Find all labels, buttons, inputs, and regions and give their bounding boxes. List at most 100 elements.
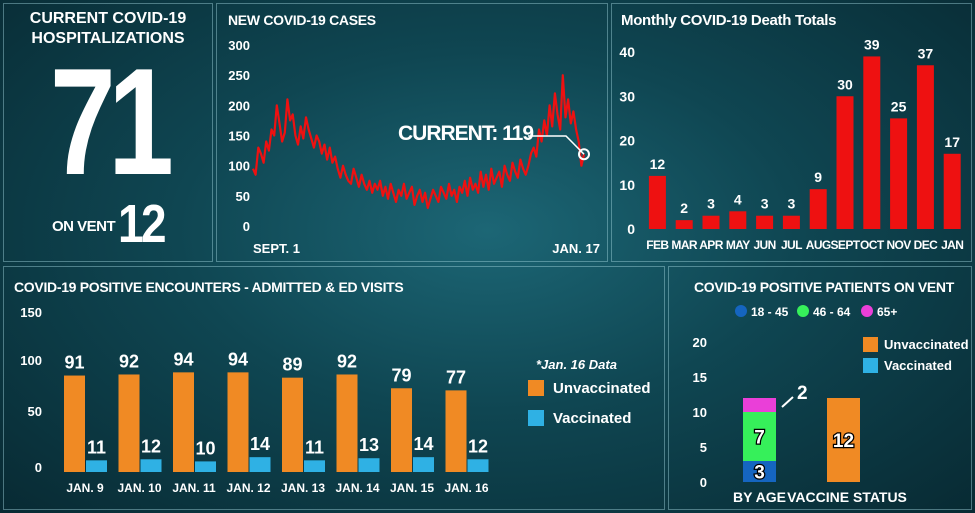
deaths-bar (890, 118, 908, 229)
encounters-note: *Jan. 16 Data (536, 357, 617, 372)
deaths-value-label: 39 (864, 36, 880, 52)
vaccinated-bar (413, 457, 434, 472)
deaths-x-tick-label: JUN (753, 238, 775, 252)
deaths-bar (863, 56, 881, 229)
unvaccinated-value-label: 91 (64, 353, 84, 373)
vent-x-label-by-age: BY AGE (733, 489, 786, 505)
age-stack-segment (743, 461, 776, 482)
deaths-value-label: 2 (680, 200, 688, 216)
on-vent-label: ON VENT (52, 218, 116, 235)
encounters-panel (3, 266, 665, 510)
vaccinated-bar (467, 459, 489, 472)
deaths-x-tick-label: MAY (726, 238, 750, 252)
encounters-x-tick-label: JAN. 14 (335, 481, 379, 495)
cases-y-tick-label: 100 (228, 159, 250, 174)
encounters-y-tick-label: 150 (20, 305, 42, 320)
unvaccinated-value-label: 77 (446, 367, 466, 387)
cases-x-start-label: SEPT. 1 (253, 241, 300, 256)
age-legend-dot (797, 305, 809, 317)
hospitalizations-title-line2: HOSPITALIZATIONS (31, 30, 185, 47)
deaths-bar (675, 220, 693, 229)
deaths-bar (943, 153, 961, 229)
vaccinated-value-label: 14 (413, 434, 433, 454)
deaths-value-label: 37 (918, 45, 934, 61)
age-segment-value-label: 3 (754, 463, 765, 484)
encounters-x-tick-label: JAN. 12 (226, 481, 270, 495)
deaths-x-tick-label: AUG (806, 238, 831, 252)
deaths-y-tick-label: 0 (627, 221, 635, 237)
vaccinated-value-label: 10 (195, 438, 215, 458)
encounters-legend-unvax-label: Unvaccinated (553, 380, 651, 397)
cases-y-tick-label: 200 (228, 98, 250, 113)
encounters-x-tick-label: JAN. 11 (172, 481, 216, 495)
vent-legend-vax-label: Vaccinated (884, 358, 952, 373)
age-stack-segment (743, 398, 776, 412)
hospitalizations-panel (3, 3, 213, 262)
current-value-marker (578, 148, 590, 161)
encounters-x-tick-label: JAN. 9 (66, 481, 104, 495)
cases-y-tick-label: 250 (228, 68, 250, 83)
unvaccinated-value-label: 94 (173, 349, 193, 369)
encounters-y-tick-label: 0 (35, 460, 42, 475)
deaths-bar (916, 65, 934, 230)
deaths-x-tick-label: MAR (671, 238, 697, 252)
deaths-bar (648, 175, 666, 229)
deaths-bar (729, 211, 747, 229)
deaths-value-label: 17 (944, 134, 960, 150)
encounters-x-tick-label: JAN. 15 (390, 481, 434, 495)
vaccinated-value-label: 14 (250, 434, 270, 454)
deaths-value-label: 30 (837, 76, 853, 92)
current-callout-label: CURRENT: 119 (398, 122, 533, 145)
unvaccinated-value-label: 94 (228, 349, 248, 369)
deaths-x-tick-label: FEB (646, 238, 669, 252)
vaccinated-value-label: 11 (305, 437, 324, 457)
age-legend-label: 18 - 45 (751, 305, 789, 319)
deaths-y-tick-label: 30 (619, 88, 635, 104)
cases-y-tick-label: 50 (236, 189, 250, 204)
cases-x-end-label: JAN. 17 (552, 241, 600, 256)
age-callout-value-label: 2 (797, 383, 808, 404)
deaths-value-label: 25 (891, 98, 907, 114)
deaths-x-tick-label: APR (699, 238, 723, 252)
unvaccinated-bar (64, 375, 85, 472)
deaths-x-tick-label: SEPT (831, 238, 861, 252)
vaccinated-bar (86, 460, 107, 472)
vent-unvaccinated-value-label: 12 (833, 431, 854, 452)
deaths-value-label: 3 (761, 196, 769, 212)
deaths-panel (611, 3, 972, 262)
vaccinated-bar (140, 459, 162, 472)
age-legend-dot (735, 305, 747, 317)
age-callout-arrow (781, 396, 794, 408)
deaths-y-tick-label: 20 (619, 133, 635, 149)
age-legend-label: 65+ (877, 305, 897, 319)
deaths-y-tick-label: 10 (619, 177, 635, 193)
cases-y-tick-label: 300 (228, 38, 250, 53)
cases-y-tick-label: 150 (228, 129, 250, 144)
vaccinated-bar (358, 458, 380, 472)
encounters-title: COVID-19 POSITIVE ENCOUNTERS - ADMITTED … (14, 279, 404, 295)
encounters-x-tick-label: JAN. 10 (117, 481, 161, 495)
vent-x-label-vaccine-status: VACCINE STATUS (787, 489, 907, 505)
cases-y-tick-label: 0 (243, 219, 250, 234)
age-legend-dot (861, 305, 873, 317)
encounters-x-tick-label: JAN. 16 (444, 481, 488, 495)
new-cases-title: NEW COVID-19 CASES (228, 12, 376, 28)
encounters-y-tick-label: 50 (28, 404, 42, 419)
age-legend-label: 46 - 64 (813, 305, 851, 319)
vent-unvaccinated-bar (827, 398, 860, 482)
deaths-value-label: 12 (650, 156, 666, 172)
unvaccinated-value-label: 89 (282, 355, 302, 375)
vaccinated-bar (249, 457, 271, 472)
deaths-title: Monthly COVID-19 Death Totals (621, 12, 837, 29)
vaccinated-value-label: 11 (87, 437, 106, 457)
unvaccinated-bar (227, 372, 249, 472)
deaths-bar (702, 215, 720, 229)
vaccinated-bar (304, 460, 325, 472)
encounters-x-tick-label: JAN. 13 (281, 481, 325, 495)
deaths-value-label: 3 (788, 196, 796, 212)
deaths-x-tick-label: NOV (886, 238, 911, 252)
